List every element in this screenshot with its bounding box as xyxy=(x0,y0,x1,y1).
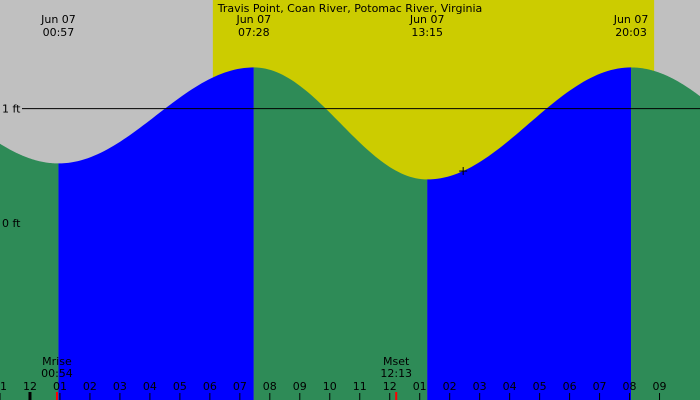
hour-tick-label: 12 xyxy=(23,380,37,393)
tide-event-date: Jun 07 xyxy=(235,13,271,26)
tide-event-date: Jun 07 xyxy=(40,13,76,26)
midnight-tick xyxy=(28,392,32,400)
rising-tide-area xyxy=(58,67,254,400)
hour-tick-label: 01 xyxy=(53,380,67,393)
y-axis-labels: 1 ft 0 ft xyxy=(2,103,21,230)
tide-event-date: Jun 07 xyxy=(409,13,445,26)
hour-tick-label: 10 xyxy=(323,380,337,393)
tide-event-time: 13:15 xyxy=(411,26,443,39)
hour-tick-label: 02 xyxy=(83,380,97,393)
falling-tide-area xyxy=(253,67,428,400)
x-axis: 11 12 01 02 03 04 05 06 07 08 09 10 11 12 01 02 03 04 05 06… xyxy=(0,380,667,400)
hour-tick-label: 03 xyxy=(113,380,127,393)
tide-event-time: 00:57 xyxy=(43,26,75,39)
hour-tick-label: 04 xyxy=(503,380,517,393)
moon-event-label: Mset xyxy=(383,355,410,368)
y-tick-label: 0 ft xyxy=(2,217,21,230)
tide-event-time: 07:28 xyxy=(238,26,270,39)
moon-event-label: Mrise xyxy=(42,355,72,368)
moon-event-time: 12:13 xyxy=(380,367,412,380)
low-tide-marker xyxy=(459,167,468,176)
hour-tick-label: 04 xyxy=(143,380,157,393)
falling-tide-area xyxy=(0,143,59,400)
hour-tick-label: 07 xyxy=(593,380,607,393)
hour-tick-label: 11 xyxy=(0,380,7,393)
hour-tick-label: 05 xyxy=(173,380,187,393)
hour-tick-label: 09 xyxy=(293,380,307,393)
hour-tick-label: 03 xyxy=(473,380,487,393)
hour-tick-label: 06 xyxy=(203,380,217,393)
hour-tick-label: 09 xyxy=(653,380,667,393)
moon-event-time: 00:54 xyxy=(41,367,73,380)
tide-fills xyxy=(0,67,700,400)
hour-tick-label: 02 xyxy=(443,380,457,393)
hour-tick-label: 07 xyxy=(233,380,247,393)
hour-tick-label: 08 xyxy=(263,380,277,393)
falling-tide-area xyxy=(631,67,700,400)
hour-tick-label: 01 xyxy=(413,380,427,393)
hour-tick-label: 08 xyxy=(623,380,637,393)
chart-title: Travis Point, Coan River, Potomac River,… xyxy=(217,2,483,15)
y-tick-label: 1 ft xyxy=(2,103,21,116)
tide-event-date: Jun 07 xyxy=(613,13,649,26)
rising-tide-area xyxy=(427,67,632,400)
tide-event-time: 20:03 xyxy=(615,26,647,39)
hour-tick-label: 12 xyxy=(383,380,397,393)
hour-tick-label: 11 xyxy=(353,380,367,393)
hour-tick-label: 05 xyxy=(533,380,547,393)
hour-tick-label: 06 xyxy=(563,380,577,393)
